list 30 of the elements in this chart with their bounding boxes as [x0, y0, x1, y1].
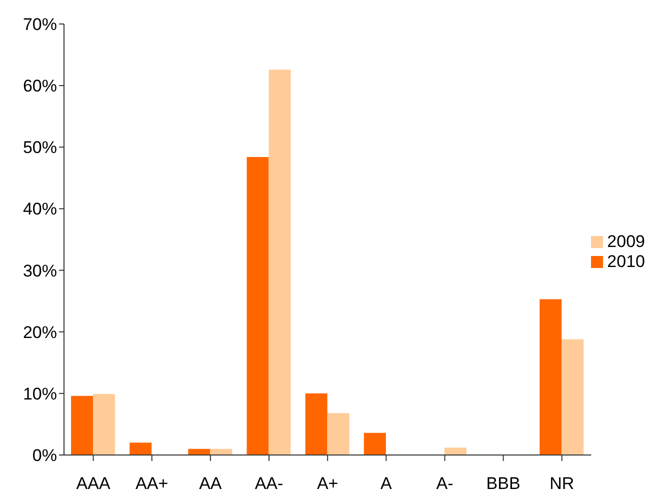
- y-tick-label: 70%: [22, 15, 57, 34]
- bar: [562, 339, 584, 455]
- x-tick-label: A+: [316, 474, 338, 494]
- x-tick-label: A: [380, 474, 392, 494]
- x-tick-label: NR: [550, 474, 574, 494]
- bar: [540, 299, 562, 455]
- y-tick-label: 20%: [22, 322, 57, 342]
- bar: [327, 413, 350, 455]
- x-tick-label: A-: [436, 474, 454, 494]
- bar: [93, 394, 116, 455]
- y-tick-label: 50%: [22, 138, 57, 158]
- legend-label: 2010: [607, 252, 645, 270]
- bar: [364, 432, 386, 455]
- y-tick-label: 60%: [22, 76, 57, 96]
- bar: [71, 396, 94, 455]
- bar: [130, 442, 152, 455]
- legend-label: 2009: [607, 232, 645, 250]
- y-tick-label: 30%: [22, 261, 57, 280]
- x-tick-label: AA-: [254, 474, 284, 494]
- bar: [444, 448, 466, 455]
- bar: [246, 156, 269, 455]
- x-tick-label: AA+: [136, 474, 168, 494]
- x-tick-label: AAA: [76, 474, 111, 494]
- x-tick-label: AA: [199, 474, 222, 494]
- y-tick-label: 10%: [22, 384, 57, 404]
- y-tick-label: 40%: [22, 200, 57, 219]
- bar: [268, 70, 291, 455]
- y-tick-label: 0%: [32, 446, 57, 466]
- bar: [305, 393, 328, 455]
- x-tick-label: BBB: [486, 474, 520, 494]
